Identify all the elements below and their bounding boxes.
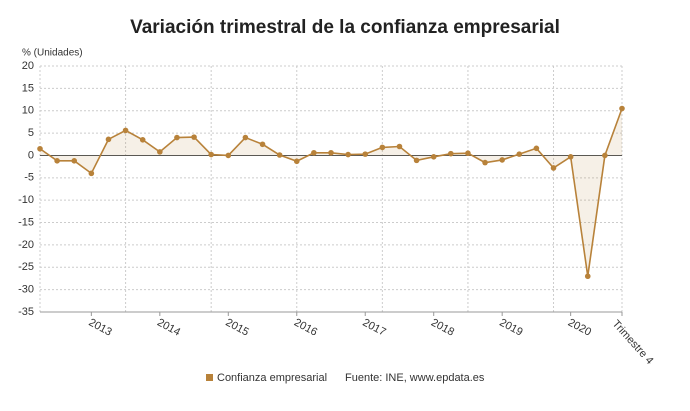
point (71, 158, 78, 164)
y-tick-label: -20 (18, 239, 34, 251)
y-tick-label: -35 (18, 306, 34, 318)
point (379, 144, 386, 151)
y-tick-label: -5 (24, 172, 34, 184)
point (328, 149, 334, 156)
point (430, 153, 437, 160)
point (208, 151, 214, 158)
source: Fuente: INE, www.epdata.es (345, 372, 485, 384)
point (516, 151, 523, 157)
y-tick-label: 10 (22, 105, 34, 117)
chart-title: Variación trimestral de la confianza emp… (130, 17, 560, 38)
x-tick-label: 2013 (87, 317, 114, 339)
y-tick-label: -30 (18, 284, 34, 296)
point (191, 134, 197, 140)
x-tick-label: 2014 (155, 317, 182, 339)
x-tick-label: 2016 (292, 317, 319, 339)
point (584, 273, 591, 280)
point (362, 151, 369, 157)
point (448, 150, 454, 157)
point (499, 157, 505, 163)
x-tick-label: 2018 (429, 317, 456, 339)
point (465, 150, 471, 157)
y-axis-label: % (Unidades) (22, 48, 83, 59)
x-tick-label: Trimestre 4 (610, 318, 656, 367)
point (413, 157, 420, 164)
point (105, 136, 112, 143)
x-tick-label: 2019 (497, 317, 524, 339)
point (311, 149, 317, 156)
point (225, 152, 232, 159)
point (482, 159, 488, 166)
y-tick-label: -10 (18, 194, 34, 206)
point (174, 134, 180, 141)
point (533, 145, 540, 152)
point (259, 141, 266, 148)
point (54, 158, 60, 164)
y-tick-label: -15 (18, 216, 34, 228)
legend-swatch (206, 374, 213, 381)
point (396, 143, 403, 150)
y-tick-label: -25 (18, 261, 34, 273)
y-tick-label: 20 (22, 60, 34, 72)
y-tick-label: 15 (22, 82, 34, 94)
area (40, 108, 622, 277)
point (345, 151, 351, 158)
point (122, 127, 129, 134)
y-tick-label: 0 (28, 149, 34, 161)
point (276, 152, 283, 158)
x-tick-label: 2020 (566, 317, 593, 339)
point (139, 137, 146, 143)
point (293, 158, 300, 165)
point (37, 145, 43, 152)
point (88, 170, 95, 177)
point (242, 134, 249, 141)
point (550, 165, 557, 171)
point (157, 149, 163, 155)
point (567, 153, 574, 160)
legend-label: Confianza empresarial (217, 372, 327, 384)
point (619, 105, 625, 112)
x-tick-label: 2017 (360, 317, 387, 339)
point (602, 152, 608, 159)
x-tick-label: 2015 (224, 317, 251, 339)
y-tick-label: 5 (28, 127, 34, 139)
